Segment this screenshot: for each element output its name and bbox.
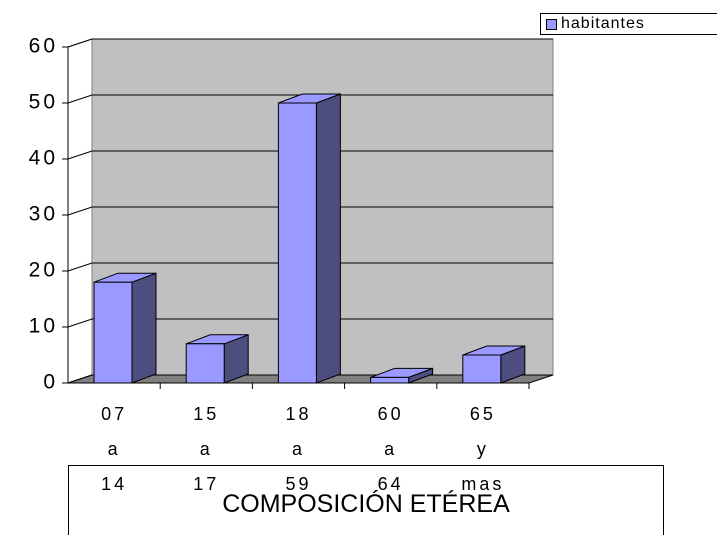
bar: [93, 281, 133, 384]
legend-label: habitantes: [561, 15, 645, 32]
x-tick-label: 07 a 14: [101, 404, 128, 494]
bar-side: [131, 272, 157, 384]
x-tick-label: 18 a 59: [285, 404, 312, 494]
grid-line: [67, 94, 553, 104]
bar: [462, 354, 502, 384]
bar-side: [315, 93, 341, 384]
y-tick-label: 10: [29, 315, 58, 338]
grid-line: [67, 206, 553, 216]
bar: [185, 343, 225, 384]
grid-line: [67, 38, 553, 48]
chart-title: COMPOSICIÓN ETÉREA: [68, 465, 664, 535]
bar: [277, 102, 317, 384]
legend-swatch: [546, 19, 557, 30]
x-tick-label: 60 a 64: [377, 404, 404, 494]
y-tick-label: 40: [29, 147, 58, 170]
grid-line: [67, 318, 553, 328]
legend: habitantes: [540, 13, 717, 35]
y-tick-label: 20: [29, 259, 58, 282]
x-tick-label: 65 y mas: [461, 404, 505, 494]
y-tick-label: 60: [29, 35, 58, 58]
grid-line: [67, 150, 553, 160]
bar: [370, 376, 410, 384]
grid-line: [67, 262, 553, 272]
y-tick-label: 50: [29, 91, 58, 114]
x-tick-label: 15 a 17: [193, 404, 220, 494]
y-tick-label: 30: [29, 203, 58, 226]
y-tick-label: 0: [43, 371, 58, 394]
